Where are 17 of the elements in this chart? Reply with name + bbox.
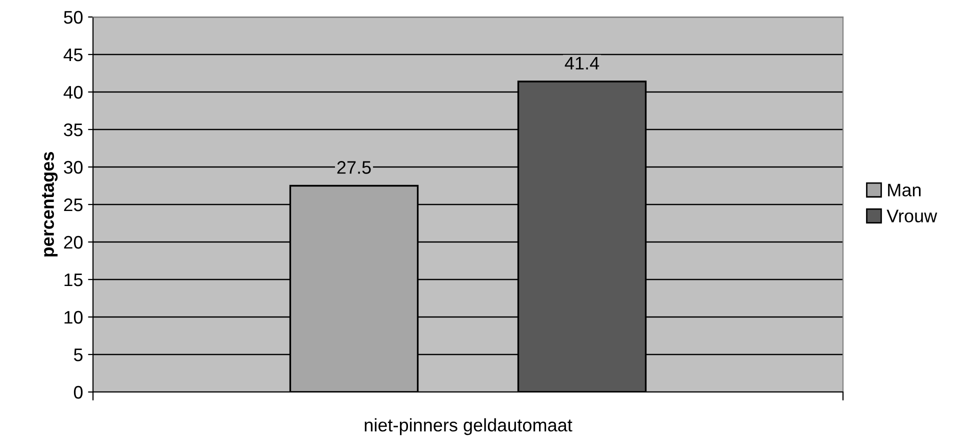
y-tick-label: 25 <box>64 198 83 212</box>
data-label: 27.5 <box>337 161 371 174</box>
data-label: 41.4 <box>564 57 600 70</box>
y-tick-label: 45 <box>64 48 83 62</box>
y-tick-label: 10 <box>64 310 83 324</box>
y-tick-label: 0 <box>74 386 83 399</box>
y-tick-label: 40 <box>64 86 83 99</box>
y-tick-label: 15 <box>64 274 83 286</box>
y-tick-label: 20 <box>64 236 83 249</box>
legend-label: Vrouw <box>886 210 938 222</box>
y-axis-title: percentages <box>42 152 58 256</box>
x-tick-label: niet-pinners geldautomaat <box>364 418 572 436</box>
y-tick-label: 5 <box>74 348 83 362</box>
legend-label: Man <box>888 184 921 196</box>
y-tick-label: 35 <box>64 123 83 136</box>
y-tick-label: 30 <box>64 160 83 174</box>
y-tick-label: 50 <box>64 10 83 24</box>
